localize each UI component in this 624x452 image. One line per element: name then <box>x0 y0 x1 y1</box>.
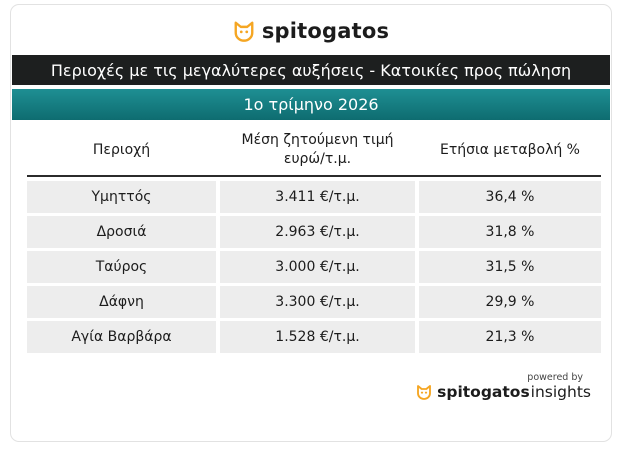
price-cell: 2.963 €/τ.μ. <box>220 216 415 248</box>
header-divider <box>27 175 601 177</box>
area-cell: Αγία Βαρβάρα <box>27 321 216 353</box>
change-cell: 31,5 % <box>419 251 601 283</box>
table-row: Ταύρος 3.000 €/τ.μ. 31,5 % <box>27 251 601 283</box>
powered-by-label: powered by <box>527 372 583 383</box>
title-banner: Περιοχές με τις μεγαλύτερες αυξήσεις - Κ… <box>12 55 610 85</box>
banner-title: Περιοχές με τις μεγαλύτερες αυξήσεις - Κ… <box>50 60 572 80</box>
header-area: Περιοχή <box>92 141 151 158</box>
footer-brand-name: spitogatos <box>437 383 530 401</box>
footer-brand-suffix: insights <box>530 383 591 401</box>
table-row: Δάφνη 3.300 €/τ.μ. 29,9 % <box>27 286 601 318</box>
area-cell: Δροσιά <box>27 216 216 248</box>
infographic-card: spitogatos Περιοχές με τις μεγαλύτερες α… <box>10 4 612 442</box>
change-cell: 29,9 % <box>419 286 601 318</box>
area-cell: Ταύρος <box>27 251 216 283</box>
table-row: Υμηττός 3.411 €/τ.μ. 36,4 % <box>27 181 601 213</box>
price-cell: 3.000 €/τ.μ. <box>220 251 415 283</box>
header-price: Μέση ζητούμενη τιμή ευρώ/τ.μ. <box>220 128 415 172</box>
price-cell: 3.300 €/τ.μ. <box>220 286 415 318</box>
change-cell: 31,8 % <box>419 216 601 248</box>
change-cell: 36,4 % <box>419 181 601 213</box>
area-cell: Δάφνη <box>27 286 216 318</box>
change-cell: 21,3 % <box>419 321 601 353</box>
banner-period: 1ο τρίμηνο 2026 <box>243 95 379 114</box>
period-banner: 1ο τρίμηνο 2026 <box>12 89 610 120</box>
table-row: Αγία Βαρβάρα 1.528 €/τ.μ. 21,3 % <box>27 321 601 353</box>
table-row: Δροσιά 2.963 €/τ.μ. 31,8 % <box>27 216 601 248</box>
brand-name: spitogatos <box>261 19 390 43</box>
cat-icon <box>417 385 432 400</box>
cat-icon <box>234 21 254 42</box>
header-price-line2: ευρώ/τ.μ. <box>283 151 352 167</box>
price-cell: 3.411 €/τ.μ. <box>220 181 415 213</box>
header-change: Ετήσια μεταβολή % <box>440 141 580 158</box>
footer-logo: spitogatos insights <box>416 383 591 401</box>
price-cell: 1.528 €/τ.μ. <box>220 321 415 353</box>
area-cell: Υμηττός <box>27 181 216 213</box>
header-price-line1: Μέση ζητούμενη τιμή <box>241 132 394 148</box>
header-logo: spitogatos <box>11 19 611 43</box>
